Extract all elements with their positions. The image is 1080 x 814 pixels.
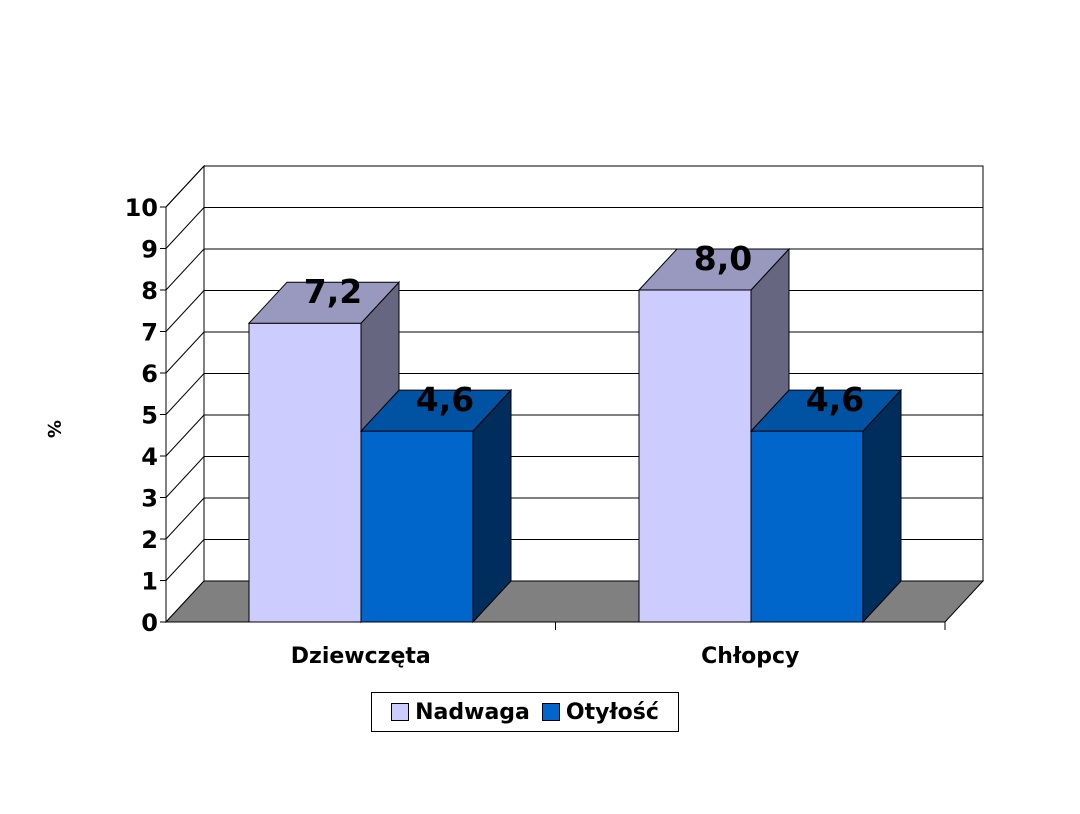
gridline-side <box>165 207 205 249</box>
y-tick-label: 0 <box>141 609 158 637</box>
y-tick-label: 9 <box>141 236 158 264</box>
gridline-side <box>165 248 205 291</box>
bar-top-1-1 <box>749 389 903 432</box>
y-tick-label: 2 <box>141 526 158 554</box>
legend-swatch-nadwaga <box>391 703 410 721</box>
gridline-side <box>165 539 205 581</box>
y-axis-label: % <box>43 420 64 439</box>
gridline-side <box>165 373 205 415</box>
y-tick-label: 6 <box>141 360 158 388</box>
y-tick-label: 3 <box>141 485 158 513</box>
gridline-side <box>165 497 205 540</box>
bar-1-1 <box>750 430 864 623</box>
y-tick-label: 1 <box>141 568 158 596</box>
x-tick-label: Chłopcy <box>701 644 799 669</box>
y-tick-label: 8 <box>141 277 158 305</box>
legend-swatch-otylosc <box>541 703 560 721</box>
bar-0-0 <box>248 322 362 623</box>
legend-label-otylosc: Otyłość <box>565 699 659 725</box>
data-label-1-0: 4,6 <box>416 380 474 419</box>
data-label-0-0: 7,2 <box>304 272 362 311</box>
bar-0-1 <box>638 289 752 623</box>
y-tick-label: 10 <box>125 194 158 222</box>
gridline-side <box>165 331 205 374</box>
data-label-1-1: 4,6 <box>806 380 864 419</box>
gridline-side <box>165 414 205 457</box>
y-tick-label: 5 <box>141 402 158 430</box>
y-tick-label: 7 <box>141 319 158 347</box>
bar-top-1-0 <box>359 389 513 432</box>
gridline-side <box>165 165 205 208</box>
legend-label-nadwaga: Nadwaga <box>415 699 530 725</box>
bar-top-0-0 <box>247 281 401 324</box>
y-tick-label: 4 <box>141 443 158 471</box>
bar-1-0 <box>360 430 474 623</box>
gridline-side <box>165 290 205 332</box>
gridline-side <box>165 456 205 498</box>
chart-legend: Nadwaga Otyłość <box>371 692 679 732</box>
legend-item-otylosc: Otyłość <box>541 699 659 725</box>
bar-top-0-1 <box>637 248 791 291</box>
data-label-0-1: 8,0 <box>694 239 752 278</box>
x-tick-label: Dziewczęta <box>291 644 431 669</box>
legend-item-nadwaga: Nadwaga <box>391 700 530 725</box>
